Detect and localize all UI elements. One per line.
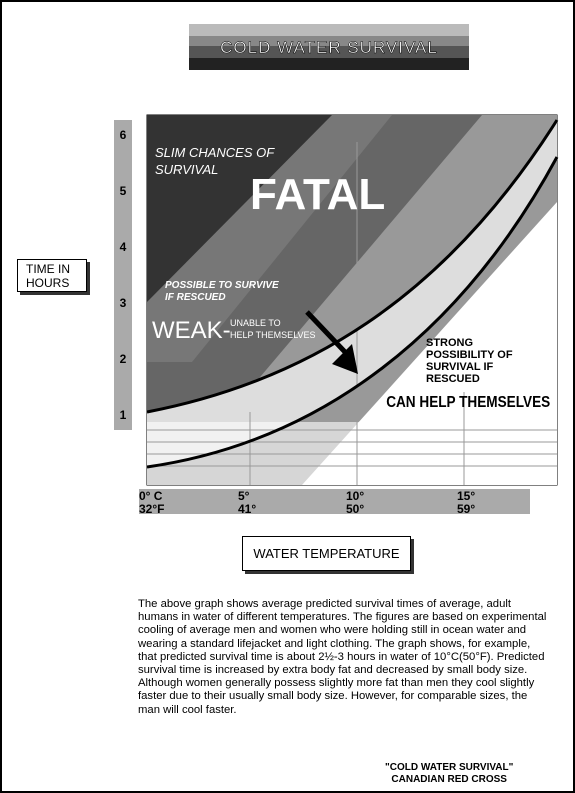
zone-label: POSSIBLE TO SURVIVE IF RESCUED bbox=[165, 280, 279, 303]
x-tick-label: 50° bbox=[346, 502, 364, 516]
title-bar: COLD WATER SURVIVAL bbox=[189, 24, 469, 70]
x-tick-label: 10° bbox=[346, 489, 364, 503]
y-tick-label: 1 bbox=[120, 408, 127, 422]
x-tick-label: 41° bbox=[238, 502, 256, 516]
title: COLD WATER SURVIVAL bbox=[220, 38, 438, 57]
zone-label: SLIM CHANCES OF SURVIVAL bbox=[155, 145, 275, 177]
zone-label: WEAK- bbox=[152, 317, 231, 344]
y-axis-label: TIME IN HOURS bbox=[17, 259, 87, 292]
zone-label: FATAL bbox=[250, 170, 385, 219]
y-tick-label: 2 bbox=[120, 352, 127, 366]
x-tick-label: 5° bbox=[238, 489, 250, 503]
y-tick-label: 4 bbox=[120, 240, 127, 254]
y-strip bbox=[114, 120, 132, 430]
y-tick-label: 6 bbox=[120, 128, 127, 142]
x-strip bbox=[139, 489, 530, 514]
x-tick-label: 15° bbox=[457, 489, 475, 503]
zone-label: STRONG POSSIBILITY OF SURVIVAL IF RESCUED bbox=[426, 337, 513, 385]
zone-label: CAN HELP THEMSELVES bbox=[386, 394, 550, 411]
y-tick-label: 5 bbox=[120, 184, 127, 198]
x-tick-label: 59° bbox=[457, 502, 475, 516]
credit: "COLD WATER SURVIVAL" CANADIAN RED CROSS bbox=[385, 762, 513, 786]
credit-line: CANADIAN RED CROSS bbox=[391, 774, 507, 785]
x-axis-label: WATER TEMPERATURE bbox=[242, 536, 411, 571]
credit-line: "COLD WATER SURVIVAL" bbox=[385, 762, 514, 773]
x-tick-label: 32°F bbox=[139, 502, 164, 516]
description: The above graph shows average predicted … bbox=[138, 598, 547, 716]
x-tick-label: 0° C bbox=[139, 489, 163, 503]
chart-area: SLIM CHANCES OF SURVIVAL FATAL POSSIBLE T… bbox=[146, 114, 559, 486]
y-tick-label: 3 bbox=[120, 296, 127, 310]
zone-label: UNABLE TO HELP THEMSELVES bbox=[230, 318, 316, 340]
